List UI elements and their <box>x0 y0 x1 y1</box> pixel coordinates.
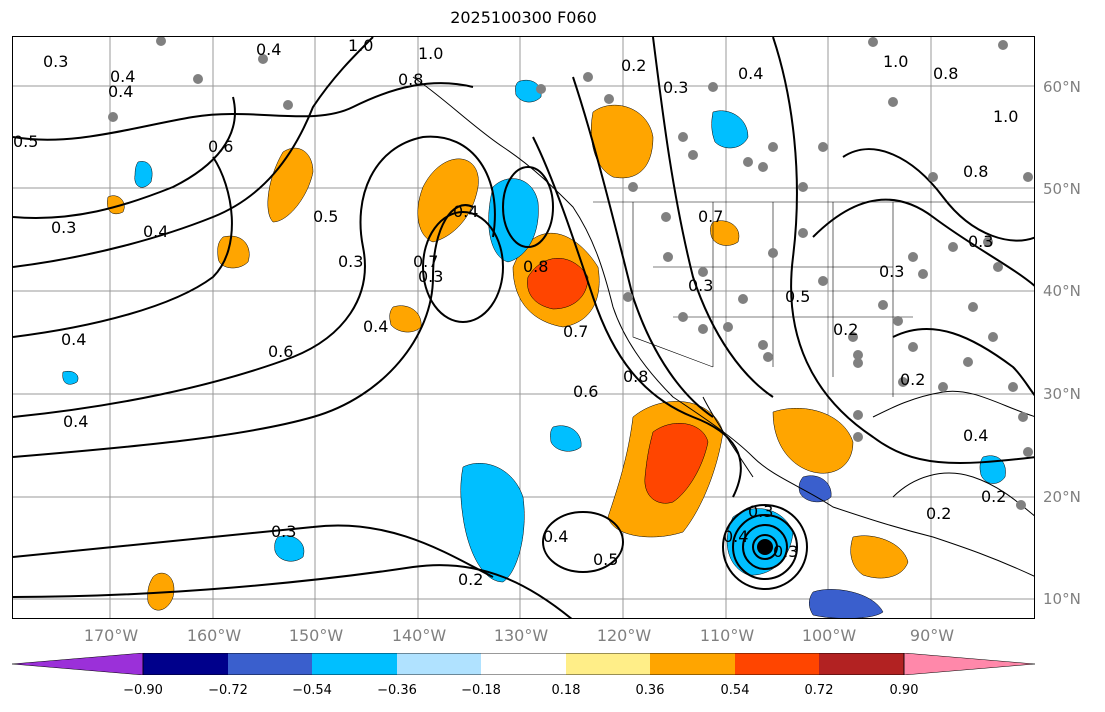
contour-label: 0.3 <box>688 276 713 295</box>
contour-label: 1.0 <box>418 44 443 63</box>
colorbar-tick: 0.18 <box>551 683 581 698</box>
colorbar-tick: −0.72 <box>208 683 248 698</box>
contour-label: 0.4 <box>110 67 135 86</box>
contour-label: 0.4 <box>363 317 388 336</box>
lat-label: 40°N <box>1043 282 1081 300</box>
colorbar-segment <box>12 653 144 675</box>
lon-label: 100°W <box>801 626 857 645</box>
contour-label: 0.3 <box>43 52 68 71</box>
contour-label: 0.8 <box>963 162 988 181</box>
contour-label: 0.4 <box>108 82 133 101</box>
contour-label: 0.4 <box>256 40 281 59</box>
colorbar-segment <box>819 653 904 675</box>
contour-label: 0.3 <box>418 267 443 286</box>
contour-label: 1.0 <box>883 52 908 71</box>
colorbar-segment <box>397 653 481 675</box>
colorbar-tick: 0.72 <box>804 683 834 698</box>
contour-label: 0.3 <box>968 232 993 251</box>
contour-label: 0.2 <box>981 487 1006 506</box>
lat-label: 50°N <box>1043 180 1081 198</box>
contour-label: 0.7 <box>413 252 438 271</box>
contour-label: 0.5 <box>785 287 810 306</box>
contour-label: 0.4 <box>963 426 988 445</box>
lat-label: 20°N <box>1043 488 1081 506</box>
colorbar-segment <box>650 653 735 675</box>
contours <box>13 37 1034 618</box>
contour-label: 0.3 <box>748 502 773 521</box>
contour-label: 0.6 <box>268 342 293 361</box>
colorbar-tick: −0.36 <box>377 683 417 698</box>
contour-label: 0.5 <box>313 207 338 226</box>
lon-label: 110°W <box>699 626 755 645</box>
contour-label: 0.4 <box>63 412 88 431</box>
colorbar-tick: −0.54 <box>292 683 332 698</box>
map-panel[interactable]: 1.0 1.0 0.8 0.6 0.4 0.5 0.3 0.3 0.4 0.4 … <box>12 36 1035 619</box>
contour-label: 0.7 <box>698 207 723 226</box>
lat-label: 30°N <box>1043 385 1081 403</box>
contour-label: 0.3 <box>271 522 296 541</box>
contour-label: 0.3 <box>51 218 76 237</box>
shading-positive <box>107 104 909 611</box>
colorbar-tick: 0.90 <box>889 683 919 698</box>
colorbar-segment <box>566 653 650 675</box>
contour-label: 0.2 <box>900 370 925 389</box>
contour-label: 0.5 <box>593 550 618 569</box>
colorbar-segment <box>312 653 397 675</box>
colorbar-tick: −0.18 <box>461 683 501 698</box>
contour-label: 0.4 <box>738 64 763 83</box>
contour-label: 1.0 <box>348 37 373 55</box>
lat-label: 60°N <box>1043 78 1081 96</box>
colorbar-segment <box>228 653 312 675</box>
contour-label: 0.5 <box>13 132 38 151</box>
colorbar-segment <box>481 653 566 675</box>
borders <box>593 201 1034 397</box>
lon-label: 130°W <box>493 626 549 645</box>
colorbar-tick: 0.36 <box>635 683 665 698</box>
lon-label: 90°W <box>909 626 955 645</box>
contour-label: 1.0 <box>993 107 1018 126</box>
map-canvas: 1.0 1.0 0.8 0.6 0.4 0.5 0.3 0.3 0.4 0.4 … <box>13 37 1034 618</box>
contour-label: 0.4 <box>723 527 748 546</box>
contour-label: 0.4 <box>143 222 168 241</box>
contour-label: 0.7 <box>563 322 588 341</box>
contour-label: 0.6 <box>208 137 233 156</box>
contour-label: 0.4 <box>543 527 568 546</box>
colorbar-tick: 0.54 <box>720 683 750 698</box>
colorbar-tick: −0.90 <box>123 683 163 698</box>
contour-label: 0.3 <box>338 252 363 271</box>
contour-label: 0.8 <box>523 257 548 276</box>
contour-label: 0.3 <box>773 542 798 561</box>
colorbar-segment <box>143 653 228 675</box>
contour-label: 0.2 <box>833 320 858 339</box>
lon-label: 120°W <box>596 626 652 645</box>
contour-label: 0.6 <box>573 382 598 401</box>
contour-label: 0.4 <box>61 330 86 349</box>
storm-center-marker <box>757 539 773 555</box>
contour-labels: 1.0 1.0 0.8 0.6 0.4 0.5 0.3 0.3 0.4 0.4 … <box>13 37 1018 589</box>
contour-label: 0.2 <box>926 504 951 523</box>
contour-label: 0.4 <box>453 202 478 221</box>
contour-label: 0.8 <box>623 367 648 386</box>
contour-label: 0.8 <box>398 70 423 89</box>
contour-label: 0.2 <box>621 56 646 75</box>
lon-label: 170°W <box>83 626 139 645</box>
lon-label: 150°W <box>288 626 344 645</box>
map-title: 2025100300 F060 <box>450 8 597 27</box>
lat-label: 10°N <box>1043 590 1081 608</box>
contour-label: 0.8 <box>933 64 958 83</box>
colorbar-segment <box>903 653 1035 675</box>
graticule <box>13 37 1034 618</box>
shading-negative <box>62 79 1006 618</box>
station-dots <box>108 37 1033 510</box>
lon-label: 160°W <box>186 626 242 645</box>
contour-label: 0.3 <box>879 262 904 281</box>
contour-label: 0.3 <box>663 78 688 97</box>
colorbar <box>12 653 1035 675</box>
contour-label: 0.2 <box>458 570 483 589</box>
colorbar-segment <box>735 653 819 675</box>
lon-label: 140°W <box>391 626 447 645</box>
